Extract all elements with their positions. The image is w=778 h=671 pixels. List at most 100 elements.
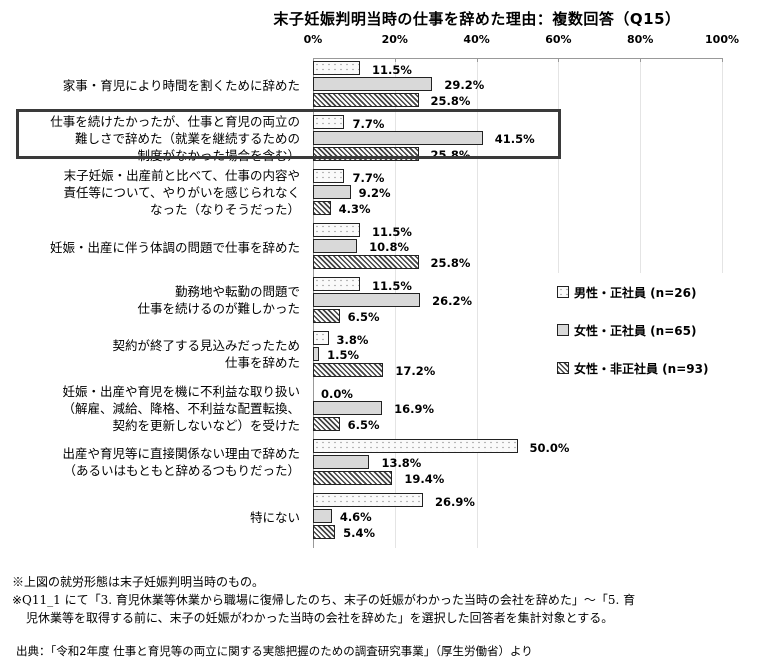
bar-group: 11.5% 10.8% 25.8% [313,223,722,277]
footnote-2: ※Q11_1 にて「3. 育児休業等休業から職場に復帰したのち、末子の妊娠がわか… [12,593,636,607]
value-label: 41.5% [494,132,535,146]
footnote-2-cont: 児休業等を取得する前に、末子の妊娠がわかった当時の会社を辞めた」を選択した回答者… [26,611,614,625]
category-label: 妊娠・出産や育児を機に不利益な取り扱い （解雇、減給、降格、不利益な配置転換、 契約… [62,383,300,434]
footnote-1: ※上図の就労形態は末子妊娠判明当時のもの。 [12,575,265,589]
category-label: 契約が終了する見込みだったため 仕事を辞めた [112,337,300,371]
x-tick-label: 60% [545,33,572,46]
category-label-line: 契約を更新しないなど）を受けた [112,417,300,433]
bar-group: 7.7% 9.2% 4.3% [313,169,722,223]
value-label: 25.8% [430,256,471,270]
category-label-line: 制度がなかった場合を含む） [137,147,300,163]
category-label: 妊娠・出産に伴う体調の問題で仕事を辞めた [50,239,300,256]
value-label: 26.9% [435,495,475,509]
value-label: 7.7% [352,117,385,131]
gray-swatch-icon [557,324,569,336]
bar-male-regular [313,61,361,75]
category-label: 仕事を続けたかったが、仕事と育児の両立の 難しさで辞めた（就業を継続するための 制度… [50,113,300,164]
category-label-line: 妊娠・出産に伴う体調の問題で仕事を辞めた [49,239,300,255]
value-label: 6.5% [347,310,380,324]
bar-group: 0.0% 16.9% 6.5% [313,385,722,439]
x-tick [476,58,478,62]
category-label: 家事・育児により時間を割くために辞めた [63,77,300,94]
bar-female-regular [313,347,320,361]
category-label-line: （解雇、減給、降格、不利益な配置転換、 [62,400,300,416]
x-tick [558,58,560,62]
x-tick [640,58,642,62]
bar-group: 7.7% 41.5% 25.8% [313,115,722,169]
plot-area: 11.5% 29.2% 25.8% 7.7% 41.5% 25.8% 7.7% 9.2% 4.3… [313,58,723,548]
category-label-line: 難しさで辞めた（就業を継続するための [74,130,300,146]
bar-female-regular [313,293,421,307]
bar-female-regular [313,455,370,469]
value-label: 4.3% [338,202,371,216]
value-label: 4.6% [339,510,372,524]
chart-title: 末子妊娠判明当時の仕事を辞めた理由：複数回答（Q15） [273,10,681,28]
value-label: 16.9% [394,402,435,416]
gridline [476,58,478,548]
category-label-line: なった（なりそうだった） [149,201,300,217]
category-label: 特にない [250,509,300,526]
bar-female-nonregular [313,417,340,431]
gridline [558,58,560,273]
value-label: 11.5% [372,225,412,239]
category-label-line: （あるいはもともと辞めるつもりだった） [63,463,300,478]
category-label-line: 末子妊娠・出産前と比べて、仕事の内容や [63,167,300,183]
value-label: 50.0% [529,441,570,455]
value-label: 7.7% [352,171,385,185]
value-label: 11.5% [372,63,412,77]
bar-group: 11.5% 29.2% 25.8% [313,61,722,115]
bar-female-nonregular [313,201,331,215]
value-label: 3.8% [336,333,369,347]
bar-male-regular [313,223,361,237]
bar-male-regular [313,439,518,453]
x-tick-label: 0% [303,33,323,46]
bar-female-nonregular [313,255,419,269]
category-label-line: 勤務地や転勤の問題で [174,284,300,299]
value-label: 13.8% [381,456,422,470]
bar-male-regular [313,169,345,183]
dotted-swatch-icon [557,286,569,298]
source-citation: 出典：「令和2年度 仕事と育児等の両立に関する実態把握のための調査研究事業」（厚… [16,644,533,658]
x-tick-label: 100% [705,33,739,46]
bar-female-regular [313,77,433,91]
gridline [722,58,723,273]
legend: 男性・正社員 (n=26) 女性・正社員 (n=65) 女性・非正社員 (n=9… [557,284,708,398]
gridline [640,58,642,273]
category-label-line: 特にない [249,509,300,525]
bar-female-nonregular [313,93,419,107]
x-tick [394,58,396,62]
category-label: 出産や育児等に直接関係ない理由で辞めた （あるいはもともと辞めるつもりだった） [62,445,300,479]
category-label-line: 仕事を辞めた [224,355,300,370]
bar-female-regular [313,131,483,145]
value-label: 25.8% [430,94,471,108]
value-label: 25.8% [430,148,471,162]
bar-female-nonregular [313,363,384,377]
bar-male-regular [313,331,329,345]
x-axis-labels: 0% 20% 40% 60% 80% 100% [0,33,778,49]
x-tick-label: 40% [463,33,490,46]
x-tick [722,58,723,62]
bar-male-regular [313,493,424,507]
category-label-line: 妊娠・出産や育児を機に不利益な取り扱い [62,383,300,399]
bar-group: 3.8% 1.5% 17.2% [313,331,722,385]
value-label: 1.5% [327,348,360,362]
legend-item-female-regular: 女性・正社員 (n=65) [557,322,708,338]
category-label: 末子妊娠・出産前と比べて、仕事の内容や 責任等について、やりがいを感じられなく なっ… [63,167,300,218]
bar-female-nonregular [313,147,419,161]
x-axis-line [313,58,722,59]
x-tick-label: 80% [627,33,654,46]
legend-item-male-regular: 男性・正社員 (n=26) [557,284,708,300]
hatched-swatch-icon [557,362,569,374]
bar-female-regular [313,509,332,523]
bar-female-regular [313,239,358,253]
bar-group: 11.5% 26.2% 6.5% [313,277,722,331]
bar-group: 50.0% 13.8% 19.4% [313,439,722,493]
bar-group: 26.9% 4.6% 5.4% [313,493,722,547]
value-label: 17.2% [395,364,436,378]
value-label: 6.5% [347,418,380,432]
value-label: 29.2% [444,78,485,92]
value-label: 9.2% [358,186,391,200]
x-tick-label: 20% [381,33,408,46]
value-label: 26.2% [432,294,473,308]
category-label-line: 仕事を続けたかったが、仕事と育児の両立の [50,113,300,129]
